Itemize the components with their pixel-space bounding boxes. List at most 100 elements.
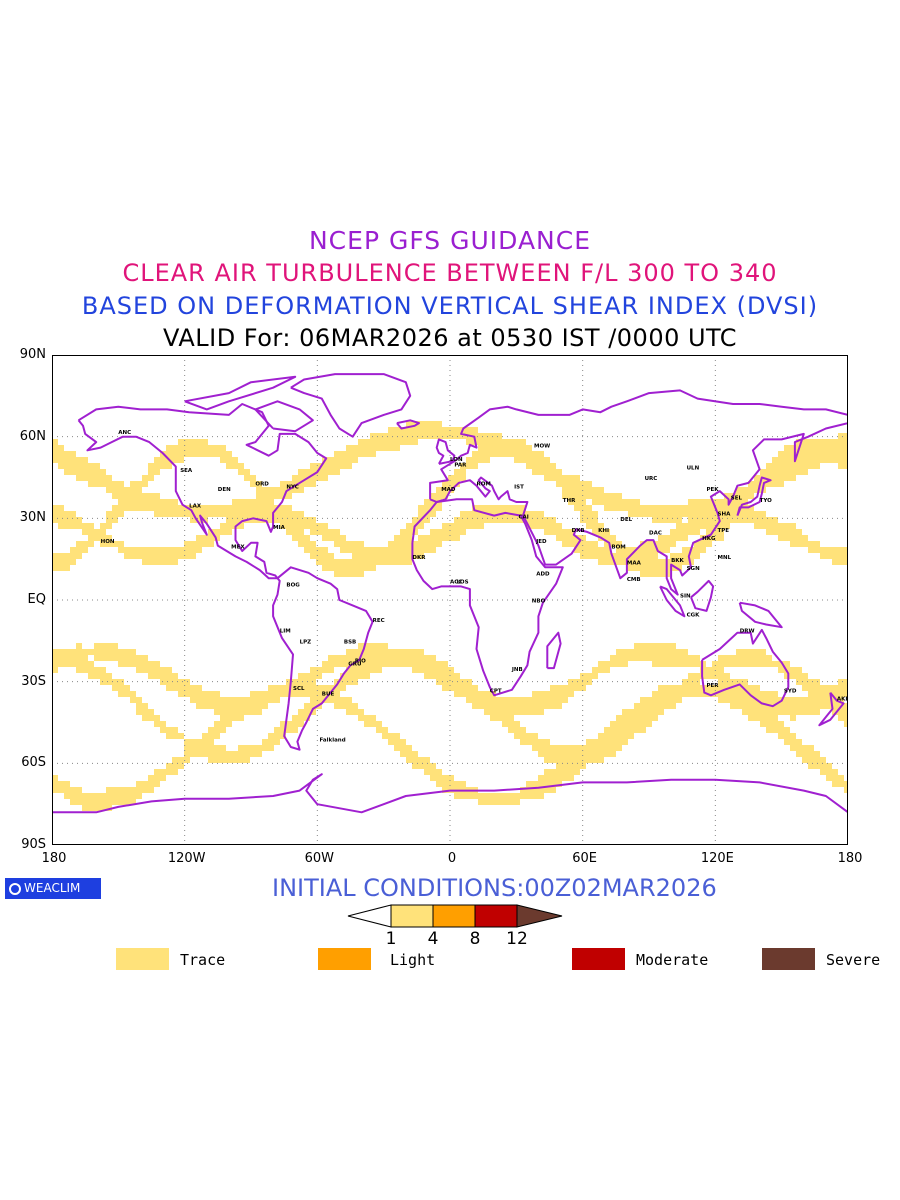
turbulence-cell bbox=[424, 757, 430, 763]
station-label: CAI bbox=[519, 514, 529, 520]
turbulence-cell bbox=[754, 715, 760, 721]
turbulence-cell bbox=[130, 655, 136, 661]
station-label: LIM bbox=[280, 629, 291, 635]
turbulence-cell bbox=[58, 787, 64, 793]
turbulence-cell bbox=[784, 703, 790, 709]
turbulence-cell bbox=[556, 535, 562, 541]
x-tick-label: 60W bbox=[304, 851, 335, 866]
turbulence-cell bbox=[394, 661, 400, 667]
turbulence-cell bbox=[484, 505, 490, 511]
station-label: SIN bbox=[680, 593, 691, 599]
turbulence-cell bbox=[232, 457, 238, 463]
turbulence-cell bbox=[370, 667, 376, 673]
turbulence-cell bbox=[784, 709, 790, 715]
turbulence-cell bbox=[766, 529, 772, 535]
turbulence-cell bbox=[472, 451, 478, 457]
turbulence-cell bbox=[634, 505, 640, 511]
turbulence-cell bbox=[424, 667, 430, 673]
turbulence-cell bbox=[508, 451, 514, 457]
turbulence-cell bbox=[526, 709, 532, 715]
turbulence-cell bbox=[352, 445, 358, 451]
turbulence-cell bbox=[796, 751, 802, 757]
turbulence-cell bbox=[766, 655, 772, 661]
turbulence-cell bbox=[472, 517, 478, 523]
turbulence-cell bbox=[394, 535, 400, 541]
turbulence-cell bbox=[754, 475, 760, 481]
turbulence-cell bbox=[658, 643, 664, 649]
station-label: TYO bbox=[760, 498, 773, 504]
turbulence-cell bbox=[370, 649, 376, 655]
turbulence-cell bbox=[412, 661, 418, 667]
turbulence-cell bbox=[706, 523, 712, 529]
turbulence-cell bbox=[418, 511, 424, 517]
turbulence-cell bbox=[220, 523, 226, 529]
turbulence-cell bbox=[670, 697, 676, 703]
turbulence-cell bbox=[208, 697, 214, 703]
turbulence-cell bbox=[124, 649, 130, 655]
turbulence-cell bbox=[712, 529, 718, 535]
turbulence-cell bbox=[196, 697, 202, 703]
turbulence-cell bbox=[454, 673, 460, 679]
turbulence-cell bbox=[808, 751, 814, 757]
turbulence-cell bbox=[100, 535, 106, 541]
turbulence-cell bbox=[586, 673, 592, 679]
turbulence-cell bbox=[106, 535, 112, 541]
turbulence-cell bbox=[520, 793, 526, 799]
turbulence-cell bbox=[544, 469, 550, 475]
turbulence-cell bbox=[106, 805, 112, 811]
turbulence-cell bbox=[388, 661, 394, 667]
turbulence-cell bbox=[244, 757, 250, 763]
turbulence-cell bbox=[184, 541, 190, 547]
turbulence-cell bbox=[436, 775, 442, 781]
turbulence-cell bbox=[328, 457, 334, 463]
turbulence-cell bbox=[754, 655, 760, 661]
turbulence-cell bbox=[148, 709, 154, 715]
turbulence-cell bbox=[790, 457, 796, 463]
turbulence-cell bbox=[352, 655, 358, 661]
turbulence-cell bbox=[418, 433, 424, 439]
turbulence-cell bbox=[100, 667, 106, 673]
turbulence-cell bbox=[538, 457, 544, 463]
turbulence-cell bbox=[178, 763, 184, 769]
turbulence-cell bbox=[610, 739, 616, 745]
turbulence-cell bbox=[196, 541, 202, 547]
turbulence-cell bbox=[730, 685, 736, 691]
turbulence-cell bbox=[100, 481, 106, 487]
turbulence-cell bbox=[802, 469, 808, 475]
turbulence-cell bbox=[298, 709, 304, 715]
turbulence-cell bbox=[574, 487, 580, 493]
turbulence-cell bbox=[106, 799, 112, 805]
turbulence-cell bbox=[112, 655, 118, 661]
turbulence-cell bbox=[430, 655, 436, 661]
turbulence-cell bbox=[766, 661, 772, 667]
turbulence-cell bbox=[634, 715, 640, 721]
turbulence-cell bbox=[394, 739, 400, 745]
turbulence-cell bbox=[796, 673, 802, 679]
turbulence-cell bbox=[208, 739, 214, 745]
turbulence-cell bbox=[172, 673, 178, 679]
turbulence-cell bbox=[154, 715, 160, 721]
turbulence-cell bbox=[238, 499, 244, 505]
turbulence-cell bbox=[574, 493, 580, 499]
turbulence-cell bbox=[448, 475, 454, 481]
turbulence-cell bbox=[514, 505, 520, 511]
turbulence-cell bbox=[460, 529, 466, 535]
map-frame bbox=[52, 355, 848, 845]
turbulence-cell bbox=[556, 469, 562, 475]
turbulence-cell bbox=[130, 553, 136, 559]
turbulence-cell bbox=[310, 541, 316, 547]
turbulence-cell bbox=[184, 685, 190, 691]
turbulence-cell bbox=[358, 709, 364, 715]
turbulence-cell bbox=[784, 727, 790, 733]
turbulence-cell bbox=[226, 451, 232, 457]
turbulence-cell bbox=[310, 709, 316, 715]
legend-swatch-light bbox=[318, 948, 371, 970]
turbulence-cell bbox=[634, 643, 640, 649]
turbulence-cell bbox=[256, 709, 262, 715]
station-label: Falkland bbox=[320, 738, 346, 744]
turbulence-cell bbox=[334, 463, 340, 469]
turbulence-cell bbox=[748, 715, 754, 721]
turbulence-cell bbox=[76, 643, 82, 649]
turbulence-cell bbox=[370, 565, 376, 571]
turbulence-cell bbox=[118, 493, 124, 499]
